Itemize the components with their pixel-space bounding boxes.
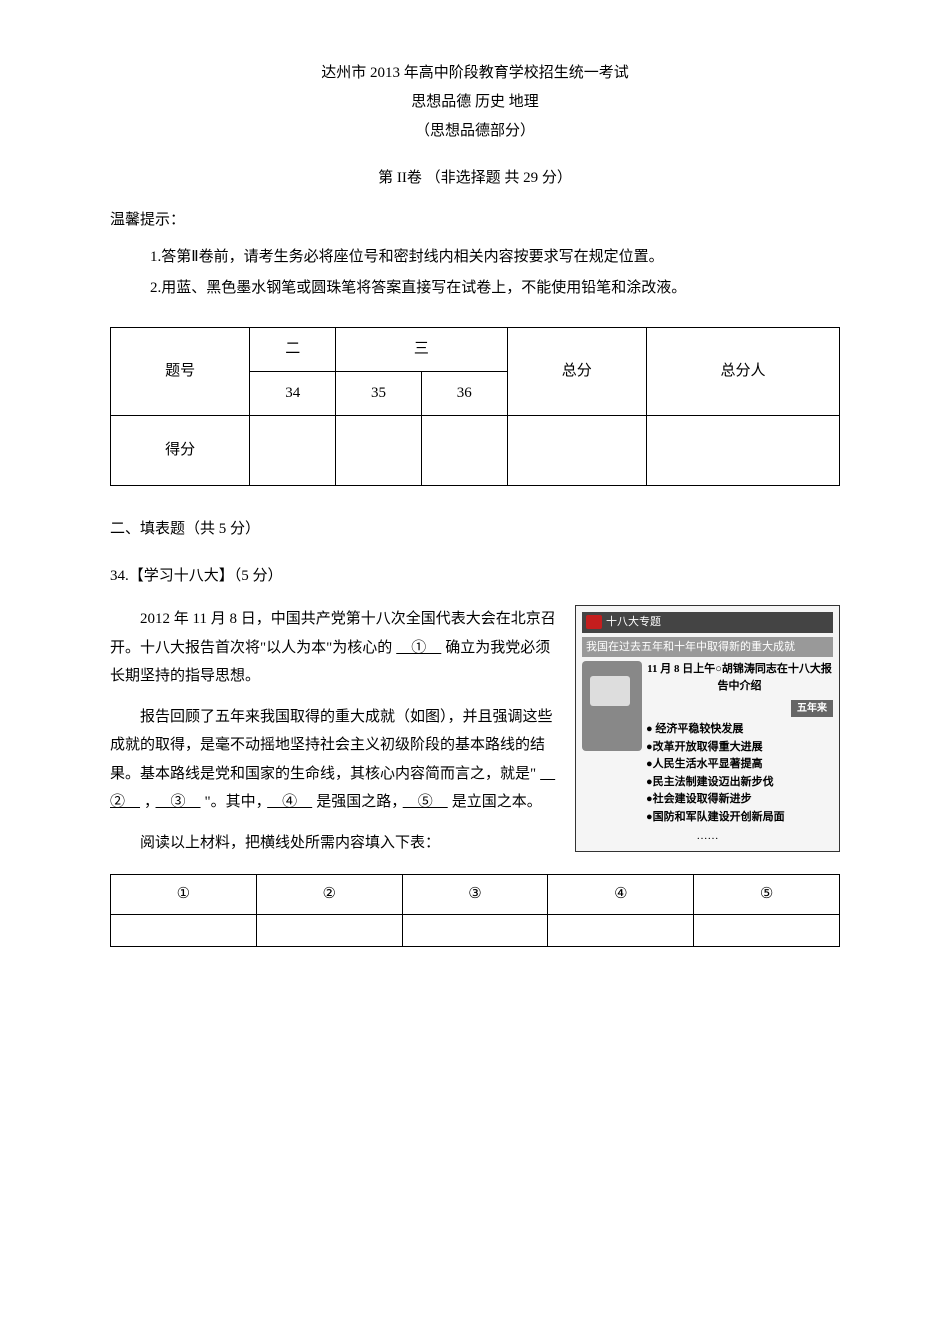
date-text: 11 月 8 日上午○胡锦涛同志在十八大报告中介绍 (646, 661, 833, 694)
score-table: 题号 二 三 总分 总分人 34 35 36 得分 (110, 327, 840, 486)
notice-label: 温馨提示： (110, 207, 840, 234)
exam-header: 达州市 2013 年高中阶段教育学校招生统一考试 思想品德 历史 地理 （思想品… (110, 60, 840, 145)
answer-cell-5 (694, 915, 840, 947)
bullet-list: ● 经济平稳较快发展 ●改革开放取得重大进展 ●人民生活水平显著提高 ●民主法制… (646, 721, 833, 825)
paragraph-1: 2012 年 11 月 8 日，中国共产党第十八次全国代表大会在北京召开。十八大… (110, 605, 563, 691)
answer-table: ① ② ③ ④ ⑤ (110, 874, 840, 947)
score-cell-3 (421, 416, 507, 486)
section-title: 第 II卷 （非选择题 共 29 分） (110, 165, 840, 192)
notice-item-2: 2.用蓝、黑色墨水钢笔或圆珠笔将答案直接写在试卷上，不能使用铅笔和涂改液。 (150, 275, 840, 302)
score-sub-34: 34 (250, 372, 336, 416)
title-line-1: 达州市 2013 年高中阶段教育学校招生统一考试 (110, 60, 840, 87)
bullet-5: ●社会建设取得新进步 (646, 791, 833, 808)
bullet-4: ●民主法制建设迈出新步伐 (646, 774, 833, 791)
blank-5: ⑤ (399, 794, 452, 810)
question-text: 2012 年 11 月 8 日，中国共产党第十八次全国代表大会在北京召开。十八大… (110, 605, 563, 869)
score-cell-4 (507, 416, 646, 486)
blank-4: ④ (263, 794, 316, 810)
answer-head-5: ⑤ (694, 875, 840, 915)
infographic-box: 十八大专题 我国在过去五年和十年中取得新的重大成就 11 月 8 日上午○胡锦涛… (575, 605, 840, 852)
score-header-total: 总分 (507, 328, 646, 416)
five-year-graphic (582, 661, 642, 751)
para2-post: 是立国之本。 (452, 794, 542, 810)
blank-3: ③ (152, 794, 205, 810)
score-cell-5 (647, 416, 840, 486)
score-cell-1 (250, 416, 336, 486)
score-header-number: 题号 (111, 328, 250, 416)
infographic-badge: 十八大专题 (606, 614, 661, 631)
infographic-right: 11 月 8 日上午○胡锦涛同志在十八大报告中介绍 五年来 ● 经济平稳较快发展… (646, 661, 833, 826)
bullet-6: ●国防和军队建设开创新局面 (646, 809, 833, 826)
para2-mid: "。其中， (205, 794, 264, 810)
five-year-tag: 五年来 (791, 700, 833, 717)
blank-1: ① (392, 640, 445, 656)
answer-head-3: ③ (402, 875, 548, 915)
question-content: 2012 年 11 月 8 日，中国共产党第十八次全国代表大会在北京召开。十八大… (110, 605, 840, 869)
paragraph-2: 报告回顾了五年来我国取得的重大成就（如图），并且强调这些成就的取得，是毫不动摇地… (110, 703, 563, 817)
score-header-scorer: 总分人 (647, 328, 840, 416)
para2-pre: 报告回顾了五年来我国取得的重大成就（如图），并且强调这些成就的取得，是毫不动摇地… (110, 709, 553, 782)
infographic-main: 11 月 8 日上午○胡锦涛同志在十八大报告中介绍 五年来 ● 经济平稳较快发展… (582, 661, 833, 826)
read-instruction: 阅读以上材料，把横线处所需内容填入下表： (110, 829, 563, 858)
notice-item-1: 1.答第Ⅱ卷前，请考生务必将座位号和密封线内相关内容按要求写在规定位置。 (150, 244, 840, 271)
answer-head-1: ① (111, 875, 257, 915)
infographic-wrapper: 十八大专题 我国在过去五年和十年中取得新的重大成就 11 月 8 日上午○胡锦涛… (575, 605, 840, 869)
answer-cell-2 (256, 915, 402, 947)
title-line-3: （思想品德部分） (110, 118, 840, 145)
section-2-heading: 二、填表题（共 5 分） (110, 516, 840, 543)
infographic-dots: …… (582, 828, 833, 845)
party-flag-icon (586, 615, 602, 629)
question-34-title: 34.【学习十八大】（5 分） (110, 563, 840, 590)
score-sub-35: 35 (336, 372, 422, 416)
answer-cell-1 (111, 915, 257, 947)
score-cell-2 (336, 416, 422, 486)
para2-mid2: 是强国之路， (316, 794, 399, 810)
bullet-1: ● 经济平稳较快发展 (646, 721, 833, 738)
score-sub-36: 36 (421, 372, 507, 416)
score-header-section2: 二 (250, 328, 336, 372)
answer-cell-3 (402, 915, 548, 947)
comma: ， (144, 794, 152, 810)
answer-head-2: ② (256, 875, 402, 915)
bullet-2: ●改革开放取得重大进展 (646, 739, 833, 756)
bullet-3: ●人民生活水平显著提高 (646, 756, 833, 773)
score-row-label: 得分 (111, 416, 250, 486)
score-header-section3: 三 (336, 328, 507, 372)
infographic-header: 十八大专题 (582, 612, 833, 633)
title-line-2: 思想品德 历史 地理 (110, 89, 840, 116)
answer-cell-4 (548, 915, 694, 947)
answer-head-4: ④ (548, 875, 694, 915)
infographic-subtitle: 我国在过去五年和十年中取得新的重大成就 (582, 637, 833, 658)
